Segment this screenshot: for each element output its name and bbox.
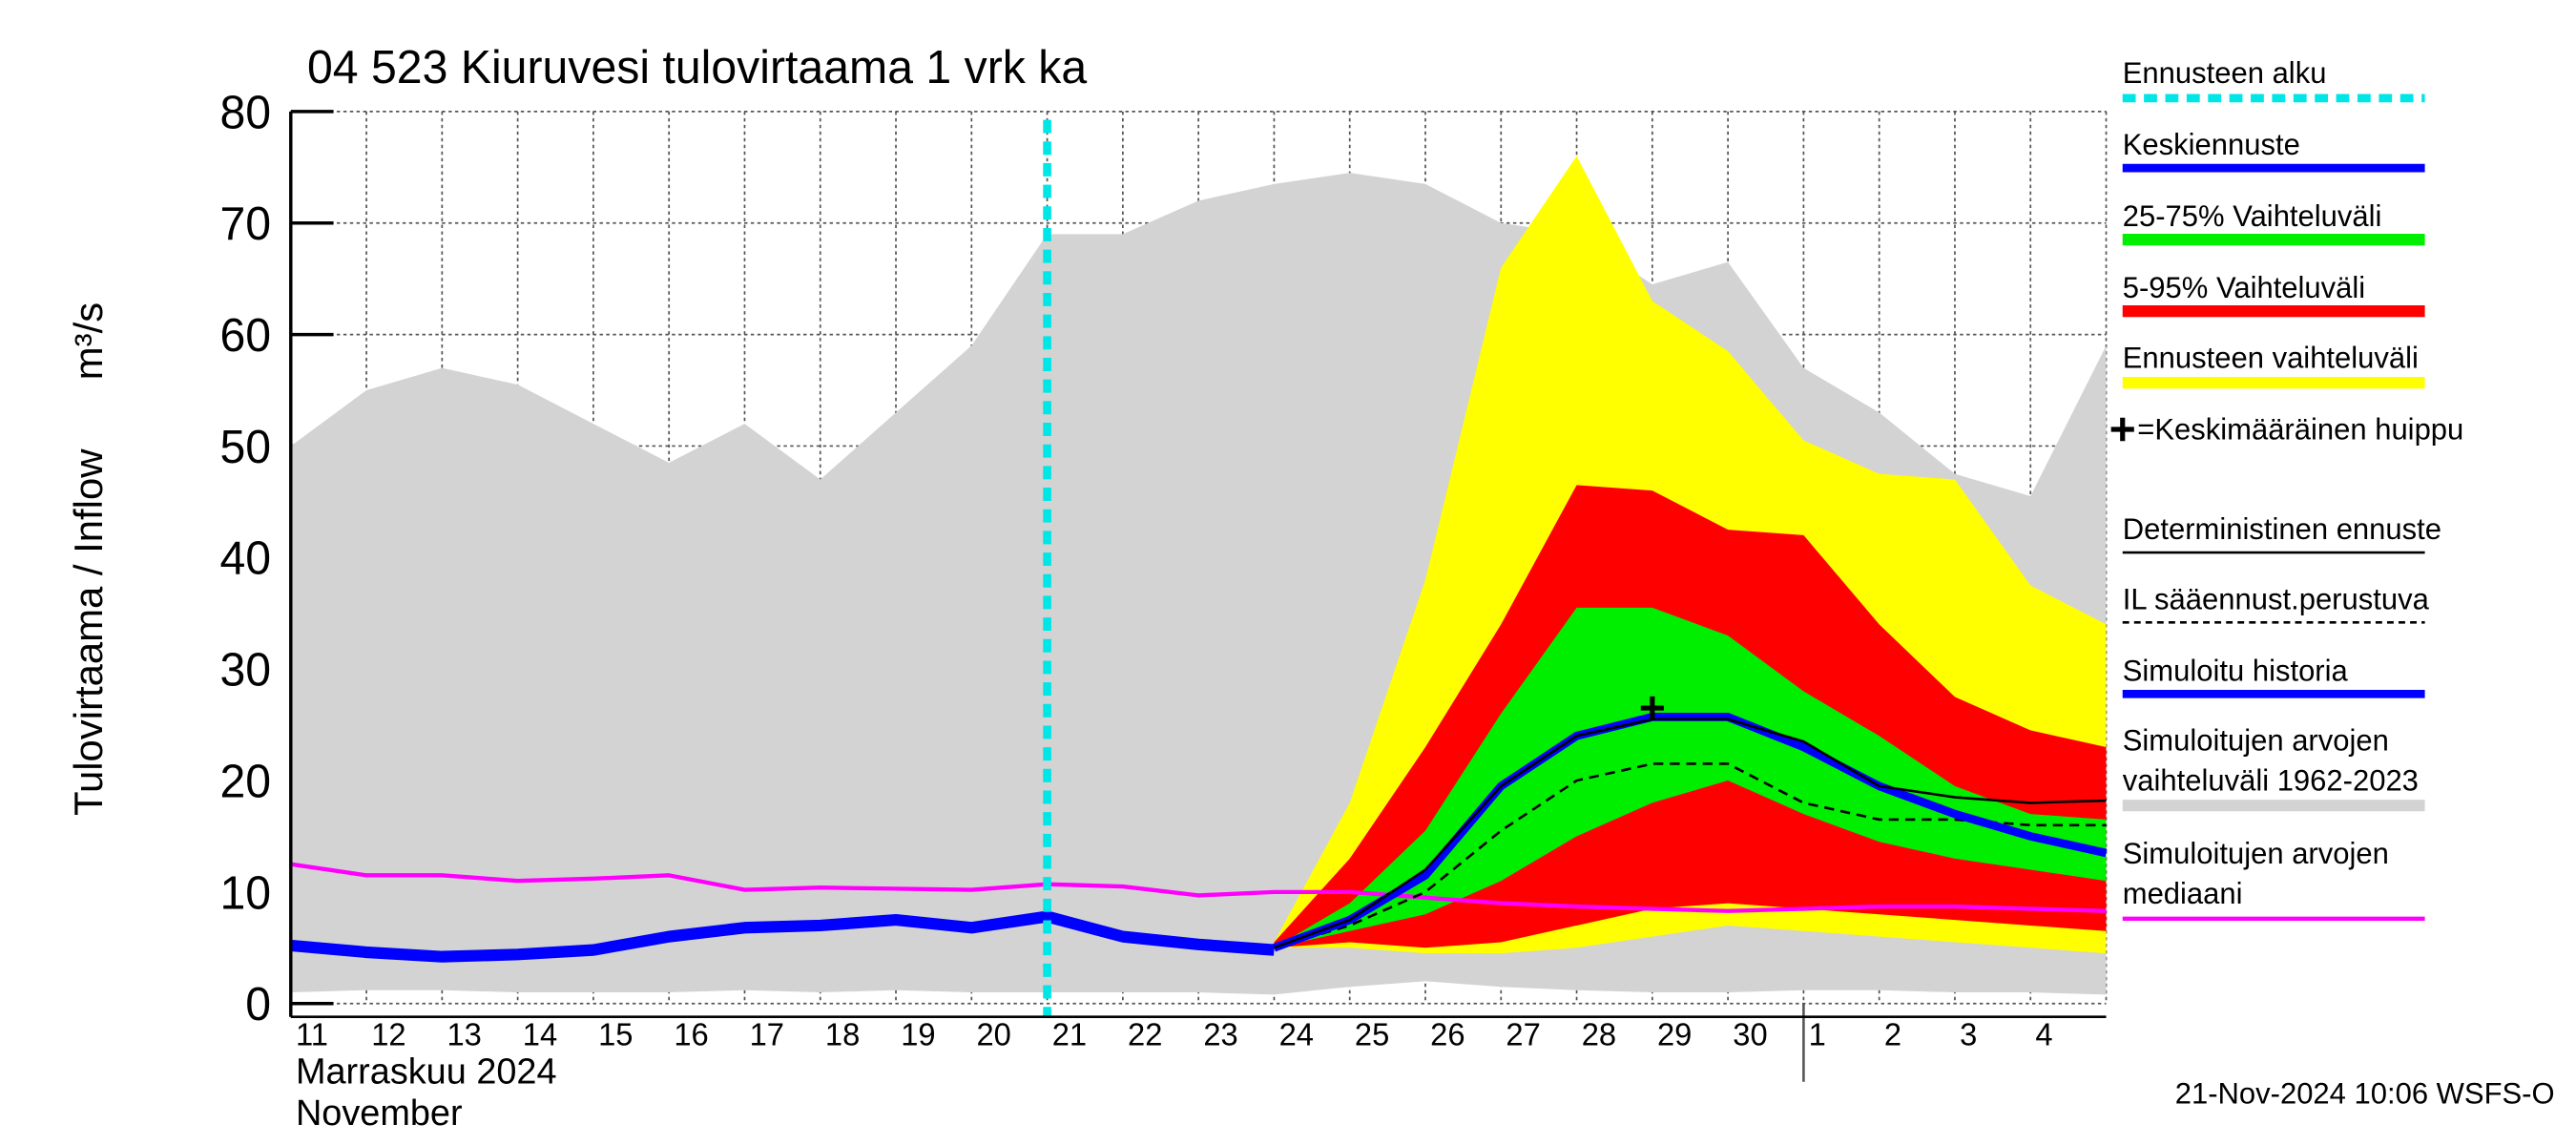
y-tick-label: 40: [219, 532, 271, 584]
y-axis-unit: m³/s: [66, 302, 111, 380]
x-tick-label: 25: [1355, 1016, 1389, 1051]
x-tick-label: 29: [1657, 1016, 1692, 1051]
legend-label: Simuloitu historia: [2122, 654, 2348, 688]
footer: 21-Nov-2024 10:06 WSFS-O: [2175, 1076, 2555, 1110]
x-tick-label: 15: [598, 1016, 633, 1051]
legend-label: Simuloitujen arvojen mediaani: [2122, 837, 2389, 911]
plot: [290, 119, 2108, 1017]
x-tick-label: 27: [1506, 1016, 1540, 1051]
legend-label: Deterministinen ennuste: [2122, 512, 2441, 547]
legend-label: 5-95% Vaihteluväli: [2122, 271, 2366, 305]
x-tick-label: 26: [1430, 1016, 1465, 1051]
y-tick-label: 80: [219, 87, 271, 138]
x-tick-label: 16: [674, 1016, 708, 1051]
x-tick-label: 14: [523, 1016, 557, 1051]
y-tick-label: 70: [219, 198, 271, 250]
y-tick-label: 50: [219, 422, 271, 473]
x-tick-label: 23: [1203, 1016, 1237, 1051]
month-label: Marraskuu 2024: [296, 1051, 557, 1092]
x-tick-label: 4: [2035, 1016, 2052, 1051]
y-axis-label: Tulovirtaama / Inflow: [66, 448, 111, 816]
legend-peak-symbol: [2110, 417, 2134, 442]
x-tick-label: 12: [371, 1016, 405, 1051]
x-tick-label: 2: [1884, 1016, 1901, 1051]
legend-label: Ennusteen alku: [2122, 56, 2327, 91]
month-label-en: November: [296, 1093, 463, 1134]
legend-label: =Keskimääräinen huippu: [2137, 412, 2464, 447]
x-tick-label: 13: [447, 1016, 482, 1051]
x-tick-label: 17: [750, 1016, 784, 1051]
y-tick-label: 10: [219, 867, 271, 919]
series-line: [1273, 718, 2107, 949]
x-tick-label: 28: [1582, 1016, 1616, 1051]
y-tick-label: 60: [219, 310, 271, 362]
peak-marker: [1640, 696, 1664, 720]
x-tick-label: 20: [976, 1016, 1010, 1051]
series-line: [290, 862, 2107, 913]
series-line: [1274, 762, 2107, 949]
x-tick-label: 3: [1960, 1016, 1977, 1051]
y-tick-label: 0: [245, 979, 271, 1030]
chart-title: 04 523 Kiuruvesi tulovirtaama 1 vrk ka: [307, 42, 1087, 94]
x-tick-label: 22: [1128, 1016, 1162, 1051]
x-tick-label: 30: [1733, 1016, 1767, 1051]
legend-label: Ennusteen vaihteluväli: [2122, 341, 2419, 375]
x-tick-label: 19: [901, 1016, 935, 1051]
legend-label: 25-75% Vaihteluväli: [2122, 199, 2382, 234]
y-tick-label: 20: [219, 756, 271, 807]
legend-label: Keskiennuste: [2122, 128, 2300, 162]
series-line: [290, 910, 1275, 963]
x-tick-label: 1: [1809, 1016, 1826, 1051]
x-tick-label: 11: [296, 1016, 328, 1051]
x-tick-label: 24: [1279, 1016, 1314, 1051]
x-tick-label: 21: [1052, 1016, 1087, 1051]
series-line: [1272, 713, 2108, 952]
legend-label: Simuloitujen arvojen vaihteluväli 1962-2…: [2122, 723, 2419, 798]
band: [1274, 607, 2107, 948]
x-tick-label: 18: [825, 1016, 860, 1051]
y-tick-label: 30: [219, 644, 271, 696]
legend-label: IL sääennust.perustuva: [2122, 582, 2429, 616]
